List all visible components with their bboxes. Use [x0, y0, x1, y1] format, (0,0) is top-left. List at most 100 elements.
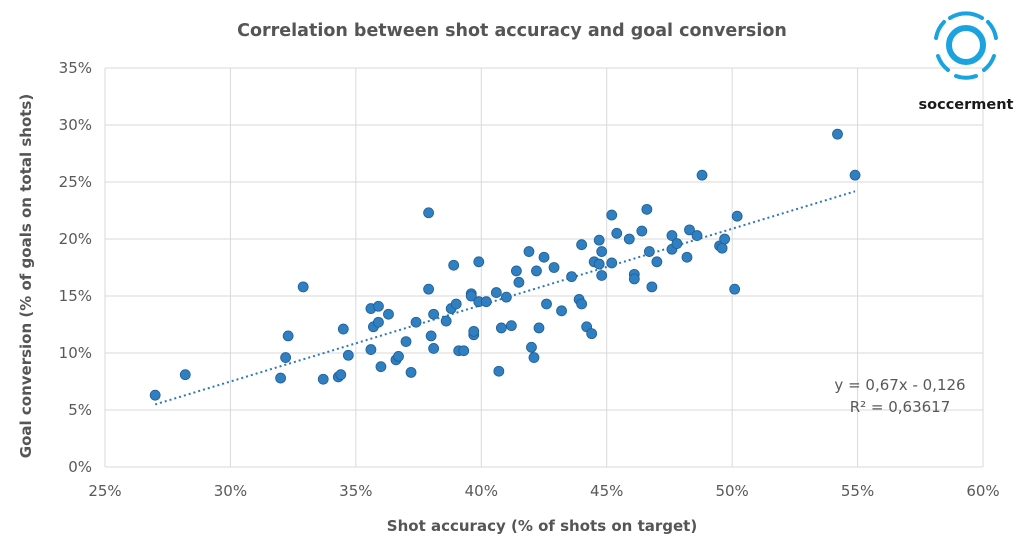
data-point	[729, 283, 741, 295]
y-tick-label: 30%	[59, 116, 92, 134]
data-point	[493, 365, 505, 377]
soccer-ball-logo-icon	[934, 11, 998, 80]
y-tick-label: 10%	[59, 344, 92, 362]
data-point	[149, 389, 161, 401]
data-point	[297, 281, 309, 293]
data-point	[596, 270, 608, 281]
data-point	[337, 323, 349, 335]
data-point	[576, 239, 588, 251]
y-axis-title: Goal conversion (% of goals on total sho…	[17, 94, 35, 458]
data-point	[423, 283, 435, 295]
data-point	[641, 203, 653, 215]
data-point	[428, 308, 440, 320]
y-axis-ticks: 0% 5% 10% 15% 20% 25% 30% 35%	[59, 59, 92, 476]
data-point	[606, 257, 618, 269]
data-point	[523, 246, 535, 257]
x-tick-label: 40%	[465, 482, 498, 500]
data-point	[849, 169, 861, 181]
data-point	[716, 242, 728, 254]
data-point	[468, 325, 480, 337]
data-point	[606, 209, 618, 221]
y-tick-label: 25%	[59, 173, 92, 191]
data-point	[179, 369, 191, 381]
data-point	[280, 352, 292, 363]
data-point	[282, 330, 294, 342]
data-point	[719, 233, 731, 245]
data-point	[611, 227, 623, 239]
gridlines	[104, 67, 984, 468]
data-point	[526, 341, 537, 353]
data-point	[465, 290, 477, 302]
data-point	[373, 300, 384, 312]
data-point	[576, 298, 588, 310]
x-tick-label: 45%	[590, 482, 623, 500]
x-tick-label: 55%	[841, 482, 874, 500]
y-tick-label: 0%	[68, 458, 92, 476]
data-point	[365, 344, 377, 355]
data-point	[428, 343, 440, 354]
chart-title: Correlation between shot accuracy and go…	[237, 21, 787, 41]
data-point	[636, 225, 648, 237]
data-point	[566, 271, 577, 283]
y-tick-label: 5%	[68, 401, 92, 419]
data-point	[696, 169, 708, 181]
x-tick-label: 60%	[966, 482, 999, 500]
data-point	[556, 305, 567, 317]
data-point	[832, 128, 843, 140]
data-point	[317, 373, 329, 385]
data-point	[450, 298, 462, 310]
data-point	[538, 251, 550, 263]
data-point	[593, 234, 605, 246]
data-point	[335, 369, 347, 381]
x-tick-label: 25%	[88, 482, 121, 500]
y-tick-label: 35%	[59, 59, 92, 77]
data-point	[458, 345, 470, 357]
data-point	[342, 349, 354, 361]
data-point	[684, 224, 695, 236]
data-point	[533, 322, 545, 334]
data-point	[586, 328, 598, 340]
x-axis-ticks: 25% 30% 35% 40% 45% 50% 55% 60%	[88, 482, 999, 500]
brand-name: soccerment	[919, 97, 1014, 113]
r-squared-value: R² = 0,63617	[850, 398, 951, 416]
data-point	[643, 246, 655, 257]
data-point	[495, 322, 507, 334]
data-point	[440, 315, 452, 327]
y-tick-label: 15%	[59, 287, 92, 305]
data-point	[490, 287, 502, 298]
data-point	[513, 276, 525, 288]
data-point	[375, 361, 387, 373]
data-point	[628, 273, 640, 285]
x-tick-label: 30%	[214, 482, 247, 500]
data-point	[448, 259, 460, 271]
x-tick-label: 35%	[339, 482, 372, 500]
data-point	[528, 352, 540, 363]
data-point	[410, 316, 422, 328]
data-point	[691, 230, 703, 241]
data-point	[400, 336, 412, 348]
x-axis-title: Shot accuracy (% of shots on target)	[387, 517, 697, 535]
data-point	[373, 316, 384, 328]
data-point	[423, 207, 435, 219]
data-point	[671, 238, 683, 249]
trendline-equation: y = 0,67x - 0,126	[834, 376, 965, 394]
data-point	[531, 265, 542, 277]
data-point	[511, 265, 522, 277]
data-point	[480, 296, 492, 308]
data-point	[405, 366, 417, 378]
data-points	[149, 128, 861, 401]
x-tick-label: 50%	[715, 482, 748, 500]
data-point	[505, 320, 517, 332]
data-point	[500, 291, 512, 303]
data-point	[548, 262, 560, 273]
data-point	[651, 256, 663, 268]
y-tick-label: 20%	[59, 230, 92, 248]
data-point	[275, 372, 287, 384]
data-point	[541, 298, 552, 310]
data-point	[646, 281, 658, 293]
data-point	[681, 251, 693, 263]
data-point	[383, 308, 394, 320]
data-point	[425, 330, 437, 342]
data-point	[473, 256, 485, 268]
data-point	[596, 246, 608, 257]
